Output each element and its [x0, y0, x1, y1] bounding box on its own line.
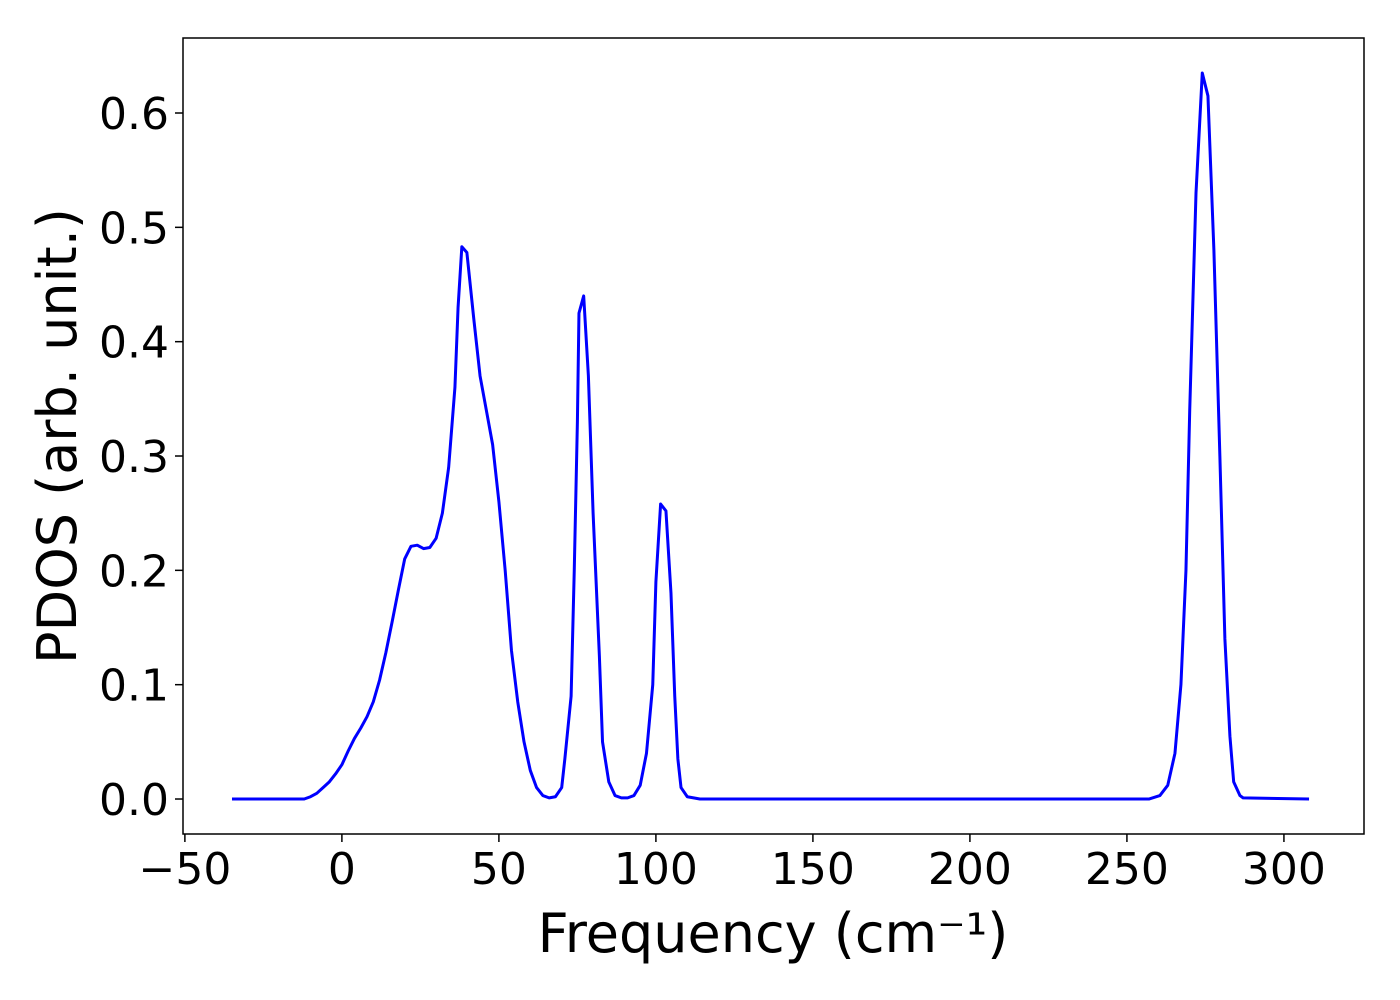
x-tick-label: 0	[328, 844, 356, 895]
y-tick-label: 0.4	[99, 318, 169, 369]
x-tick-label: 300	[1242, 844, 1326, 895]
x-tick-label: 50	[471, 844, 527, 895]
y-tick-label: 0.1	[99, 661, 169, 712]
x-tick-label: 250	[1085, 844, 1169, 895]
x-tick-label: 100	[614, 844, 698, 895]
x-tick-label: 150	[771, 844, 855, 895]
x-axis-label: Frequency (cm⁻¹)	[538, 902, 1009, 965]
y-tick-label: 0.6	[99, 89, 169, 140]
data-line	[231, 71, 1310, 801]
y-tick-label: 0.2	[99, 546, 169, 597]
x-tick-label: 200	[928, 844, 1012, 895]
plot-frame	[182, 37, 1365, 835]
y-tick-label: 0.3	[99, 432, 169, 483]
y-axis-label: PDOS (arb. unit.)	[26, 208, 89, 664]
y-tick-label: 0.5	[99, 203, 169, 254]
x-tick-label: −50	[138, 844, 231, 895]
y-tick-label: 0.0	[99, 775, 169, 826]
